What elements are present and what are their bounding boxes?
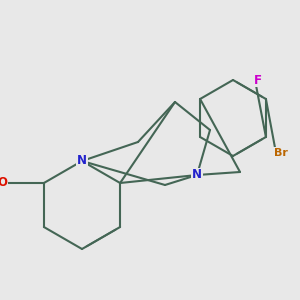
Text: N: N — [77, 154, 87, 167]
Text: Br: Br — [274, 148, 288, 158]
Text: F: F — [254, 74, 262, 86]
Text: O: O — [0, 176, 7, 190]
Text: N: N — [192, 169, 202, 182]
